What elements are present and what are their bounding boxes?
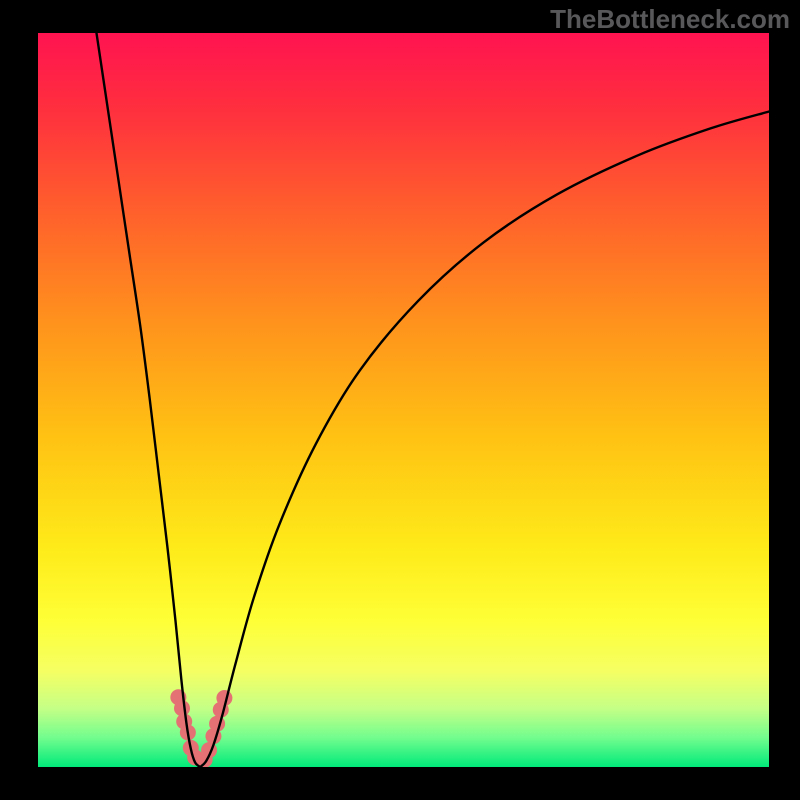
chart-svg	[38, 33, 769, 767]
chart-plot-area	[38, 33, 769, 767]
chart-background-gradient	[38, 33, 769, 767]
watermark-label: TheBottleneck.com	[550, 4, 790, 35]
